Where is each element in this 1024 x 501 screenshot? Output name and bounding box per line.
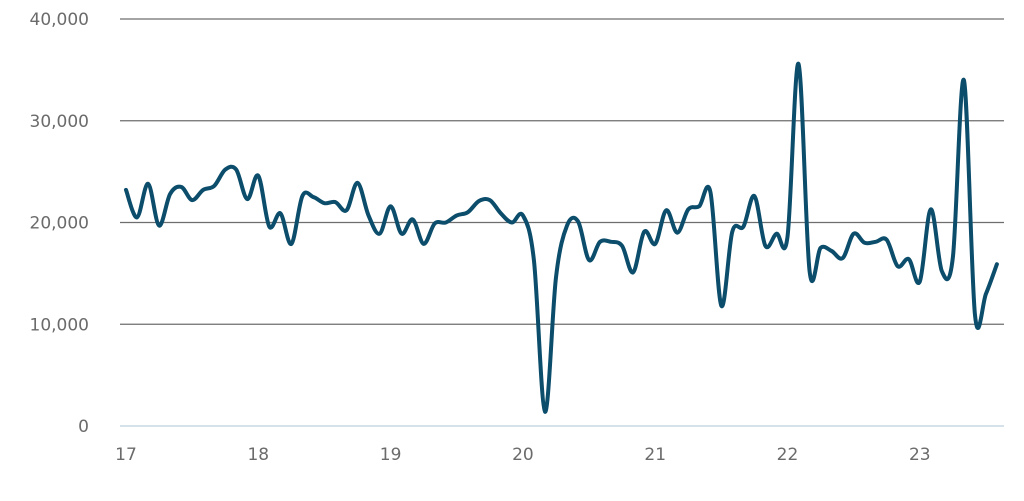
y-tick-label: 40,000 [30,10,89,30]
y-tick-label: 10,000 [30,315,89,335]
x-tick-label: 21 [644,445,666,465]
x-tick-label: 23 [909,445,931,465]
x-tick-label: 17 [115,445,137,465]
x-tick-label: 22 [777,445,799,465]
x-tick-label: 19 [380,445,402,465]
series-line [124,61,999,414]
y-axis: 0 10,000 20,000 30,000 40,000 [30,10,89,437]
y-tick-label: 0 [78,417,89,437]
gridlines [120,18,1004,427]
x-axis: 17 18 19 20 21 22 23 [115,445,930,465]
plot-area [124,61,999,414]
y-tick-label: 30,000 [30,112,89,132]
x-tick-label: 20 [512,445,534,465]
y-tick-label: 20,000 [30,214,89,234]
x-tick-label: 18 [247,445,269,465]
